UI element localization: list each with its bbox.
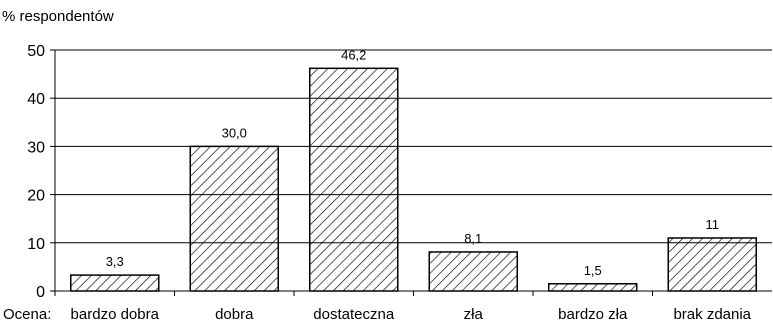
y-tick-label: 20 [27,188,45,205]
data-label: 46,2 [341,47,366,62]
gridlines [55,49,772,244]
x-tick-label: dostateczna [313,306,395,323]
bar [548,283,638,292]
data-label: 30,0 [222,125,247,140]
y-tick-label: 50 [27,43,45,60]
bar [309,67,399,292]
bar [667,237,757,292]
bar [70,274,160,292]
data-label: 11 [706,217,720,232]
data-label: 8,1 [464,231,482,246]
bars [70,67,757,292]
y-tick-label: 40 [27,91,45,108]
x-tick-label: bardzo zła [558,306,628,323]
x-axis-prefix: Ocena: [3,306,51,323]
data-label: 1,5 [584,263,602,278]
bar [189,145,279,292]
y-tick-label: 0 [36,284,45,301]
x-tick-label: brak zdania [673,306,751,323]
x-tick-label: zła [464,306,484,323]
x-tick-label: dobra [215,306,254,323]
y-tick-label: 30 [27,139,45,156]
data-labels: 3,3 30,0 46,2 8,1 1,5 11 [106,47,719,277]
y-axis-label: % respondentów [2,8,114,25]
y-tick-label: 10 [27,236,45,253]
bar [428,251,518,292]
y-axis-ticks: 0 10 20 30 40 50 [27,43,55,301]
x-axis-ticks: bardzo dobra dobra dostateczna zła bardzo zł… [54,291,752,323]
x-tick-label: bardzo dobra [71,306,160,323]
data-label: 3,3 [106,254,124,269]
